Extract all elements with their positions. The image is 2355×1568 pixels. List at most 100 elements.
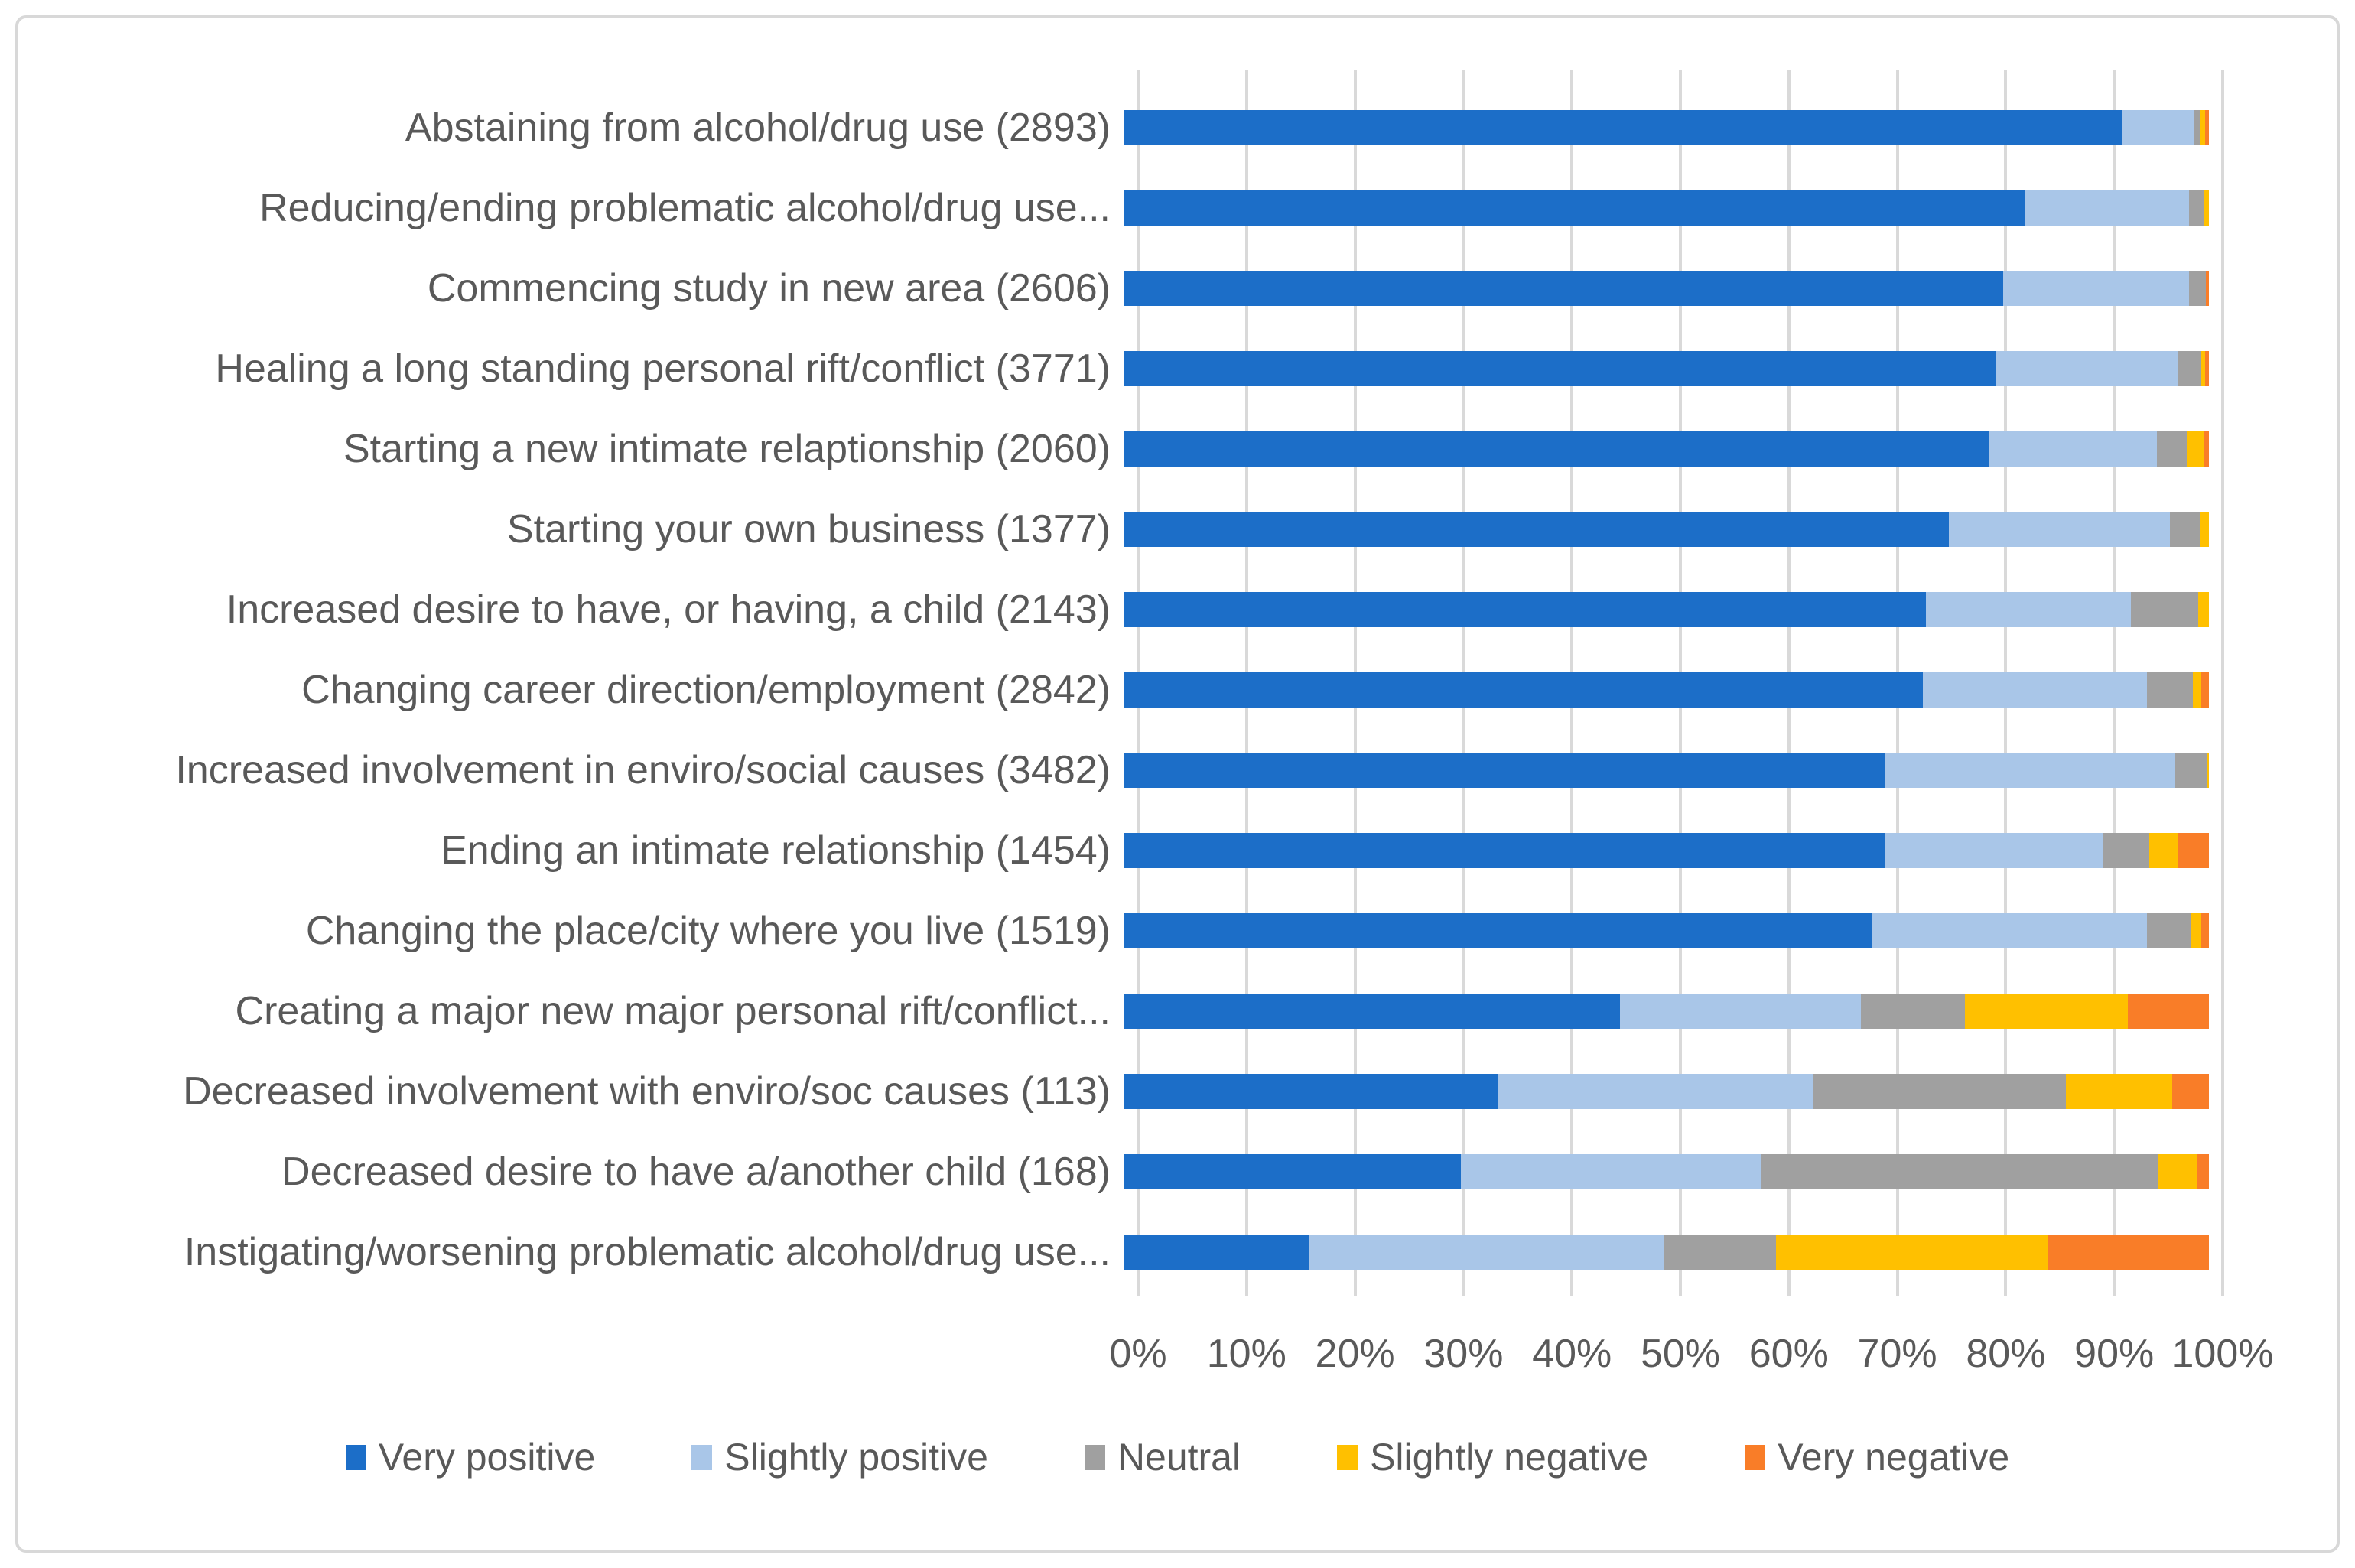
bar-segment-neutral: [2130, 591, 2198, 627]
chart-row: Increased desire to have, or having, a c…: [18, 569, 2337, 649]
bar-segment-slightly-negative: [2148, 832, 2178, 868]
bar-segment-very-negative: [2205, 350, 2209, 386]
bar-segment-neutral: [2103, 832, 2149, 868]
chart-row: Reducing/ending problematic alcohol/drug…: [18, 168, 2337, 248]
legend-label: Very positive: [378, 1436, 596, 1479]
axis-tick-10pct: [1244, 1282, 1248, 1296]
x-axis-label: 80%: [1966, 1332, 2046, 1376]
bar-track: [1124, 591, 2209, 627]
chart-panel: Abstaining from alcohol/drug use (2893) R…: [15, 15, 2340, 1553]
bar-segment-slightly-positive: [1948, 511, 2170, 547]
axis-tick-70pct: [1895, 1282, 1899, 1296]
bar-segment-slightly-negative: [2201, 350, 2205, 386]
legend-item-very-negative: Very negative: [1745, 1435, 2009, 1479]
category-label: Decreased desire to have a/another child…: [281, 1149, 1111, 1194]
bar-track: [1124, 431, 2209, 467]
category-label: Increased desire to have, or having, a c…: [226, 587, 1111, 632]
bar-segment-slightly-positive: [1885, 752, 2176, 788]
legend-label: Slightly negative: [1370, 1436, 1649, 1479]
axis-tick-30pct: [1462, 1282, 1465, 1296]
bar-track: [1124, 190, 2209, 226]
bar-segment-very-positive: [1124, 672, 1923, 708]
chart-row: Healing a long standing personal rift/co…: [18, 328, 2337, 408]
legend-swatch-icon: [1337, 1444, 1358, 1470]
bar-segment-slightly-positive: [1460, 1153, 1761, 1189]
bar-segment-very-positive: [1124, 431, 1989, 467]
category-label: Starting your own business (1377): [506, 506, 1111, 551]
bar-segment-slightly-negative: [1964, 993, 2128, 1029]
bar-segment-slightly-positive: [1498, 1073, 1813, 1109]
bar-segment-slightly-negative: [1776, 1234, 2048, 1270]
bar-segment-slightly-negative: [2200, 511, 2209, 547]
bar-segment-neutral: [2175, 752, 2207, 788]
bar-segment-slightly-positive: [1996, 350, 2179, 386]
bar-track: [1124, 350, 2209, 386]
x-axis-label: 20%: [1315, 1332, 1395, 1376]
bar-segment-very-positive: [1124, 511, 1949, 547]
axis-tick-60pct: [1787, 1282, 1791, 1296]
axis-tick-100pct: [2221, 1282, 2224, 1296]
axis-tick-80pct: [2004, 1282, 2008, 1296]
category-label: Abstaining from alcohol/drug use (2893): [405, 105, 1111, 150]
bar-segment-slightly-positive: [1872, 912, 2148, 948]
bar-segment-neutral: [1664, 1234, 1777, 1270]
bar-segment-slightly-positive: [2002, 270, 2190, 306]
gridline-100pct: [2221, 70, 2224, 1282]
bar-segment-very-negative: [2204, 431, 2209, 467]
bar-segment-slightly-negative: [2197, 591, 2209, 627]
bar-rows: Abstaining from alcohol/drug use (2893) R…: [18, 87, 2337, 1292]
bar-segment-very-negative: [2201, 672, 2209, 708]
legend-item-slightly-positive: Slightly positive: [691, 1435, 988, 1479]
category-label: Instigating/worsening problematic alcoho…: [184, 1229, 1111, 1274]
bar-segment-very-positive: [1124, 752, 1886, 788]
bar-segment-very-positive: [1124, 1234, 1309, 1270]
bar-segment-very-positive: [1124, 350, 1997, 386]
category-label: Healing a long standing personal rift/co…: [215, 346, 1111, 391]
x-axis-label: 100%: [2171, 1332, 2274, 1376]
axis-tick-20pct: [1353, 1282, 1357, 1296]
bar-track: [1124, 270, 2209, 306]
bar-segment-neutral: [2194, 109, 2201, 145]
legend-item-neutral: Neutral: [1084, 1435, 1241, 1479]
bar-segment-slightly-negative: [2200, 109, 2206, 145]
bar-segment-neutral: [2189, 270, 2206, 306]
bar-segment-slightly-negative: [2191, 912, 2202, 948]
x-axis-label: 70%: [1857, 1332, 1937, 1376]
bar-segment-neutral: [2189, 190, 2205, 226]
legend-label: Very negative: [1778, 1436, 2010, 1479]
category-label: Commencing study in new area (2606): [427, 265, 1111, 311]
bar-segment-neutral: [2156, 431, 2187, 467]
bar-track: [1124, 1073, 2209, 1109]
category-label: Reducing/ending problematic alcohol/drug…: [259, 185, 1111, 230]
legend-item-slightly-negative: Slightly negative: [1337, 1435, 1648, 1479]
bar-segment-very-positive: [1124, 270, 2003, 306]
chart-row: Decreased involvement with enviro/soc ca…: [18, 1051, 2337, 1131]
bar-segment-neutral: [1761, 1153, 2158, 1189]
x-axis: 0% 10% 20% 30% 40% 50% 60% 70% 80% 90% 100%: [1109, 1331, 2273, 1384]
bar-track: [1124, 109, 2209, 145]
bar-segment-very-positive: [1124, 1073, 1499, 1109]
bar-segment-slightly-positive: [1620, 993, 1861, 1029]
bar-segment-slightly-negative: [2204, 190, 2209, 226]
bar-segment-slightly-positive: [1989, 431, 2157, 467]
bar-segment-slightly-positive: [2122, 109, 2194, 145]
x-axis-label: 30%: [1423, 1332, 1504, 1376]
bar-segment-very-positive: [1124, 993, 1621, 1029]
legend-label: Slightly positive: [724, 1436, 988, 1479]
bar-segment-very-positive: [1124, 109, 2122, 145]
chart-row: Decreased desire to have a/another child…: [18, 1131, 2337, 1212]
bar-track: [1124, 672, 2209, 708]
bar-segment-very-positive: [1124, 591, 1926, 627]
bar-segment-very-negative: [2205, 270, 2209, 306]
bar-track: [1124, 752, 2209, 788]
category-label: Ending an intimate relationship (1454): [441, 828, 1111, 873]
x-axis-label: 0%: [1109, 1332, 1167, 1376]
bar-segment-very-positive: [1124, 832, 1886, 868]
chart-row: Starting your own business (1377): [18, 489, 2337, 569]
legend-swatch-icon: [345, 1444, 366, 1470]
chart-row: Changing career direction/employment (28…: [18, 649, 2337, 730]
bar-track: [1124, 511, 2209, 547]
category-label: Decreased involvement with enviro/soc ca…: [183, 1069, 1111, 1114]
bar-track: [1124, 832, 2209, 868]
chart-row: Changing the place/city where you live (…: [18, 890, 2337, 971]
